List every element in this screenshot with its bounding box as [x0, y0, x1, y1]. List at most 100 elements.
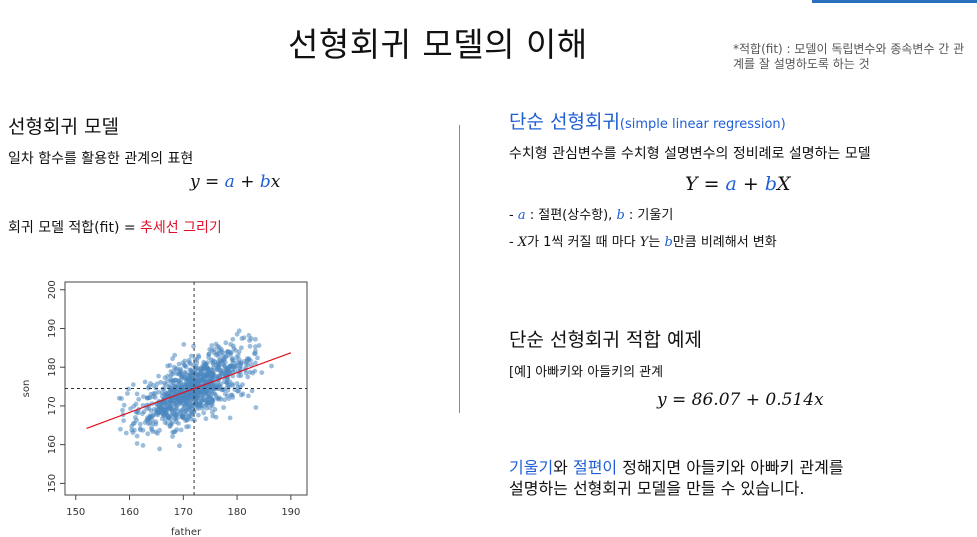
data-point [231, 346, 237, 351]
data-point [182, 392, 188, 398]
fit-footnote: *적합(fit) : 모델이 독립변수와 종속변수 간 관계를 잘 설명하도록 … [733, 42, 965, 71]
data-point [170, 371, 176, 377]
data-point [170, 434, 176, 439]
eq-Y: Y [685, 173, 698, 195]
example-equation: y = 86.07 + 0.514x [657, 390, 824, 410]
data-point [120, 407, 125, 413]
data-point [206, 352, 212, 357]
bullet-mid: : 절편(상수항), [525, 208, 617, 223]
data-point [140, 411, 145, 417]
data-point [123, 430, 129, 436]
data-point [228, 342, 234, 347]
bullet-b: b [616, 208, 625, 223]
data-point [191, 362, 196, 368]
data-point [238, 373, 244, 379]
scatter-plot: 150 160 170 180 190 150 160 170 180 190 200 son fath… [21, 280, 308, 537]
data-point [193, 401, 199, 406]
data-point [144, 395, 150, 401]
y-tick-label: 170 [47, 396, 58, 415]
data-point [228, 363, 234, 369]
data-point [208, 377, 214, 383]
data-point [149, 427, 155, 432]
data-point [172, 385, 178, 391]
concl-rest: 정해지면 아들키와 아빠키 관계를 [617, 458, 844, 477]
data-point [211, 361, 216, 367]
data-point [167, 424, 173, 429]
data-point [203, 361, 209, 367]
bullet-end: : 기울기 [624, 208, 674, 223]
data-point [205, 371, 211, 377]
eq-y: y [190, 172, 200, 192]
plot-layer: 150 160 170 180 190 150 160 170 180 190 200 son fath… [21, 280, 308, 537]
data-point [225, 388, 231, 393]
data-point [145, 431, 151, 437]
x-tick-label: 180 [228, 507, 247, 518]
data-point [209, 397, 215, 403]
data-point [156, 373, 162, 379]
data-point [222, 397, 228, 403]
bullet-proportional: - X가 1씩 커질 때 마다 Y는 b만큼 비례해서 변화 [509, 231, 777, 250]
data-point [230, 336, 236, 342]
data-point [236, 388, 242, 394]
data-point [194, 391, 200, 396]
page-title: 선형회귀 모델의 이해 [288, 25, 588, 64]
data-point [191, 407, 196, 412]
concl-line2: 설명하는 선형회귀 모델을 만들 수 있습니다. [509, 479, 805, 498]
data-point [173, 377, 179, 383]
data-point [170, 356, 176, 362]
data-point [152, 391, 158, 396]
data-point [172, 429, 178, 434]
data-point [153, 419, 159, 425]
example-description: [예] 아빠키와 아들키의 관계 [509, 365, 664, 380]
data-point [181, 342, 187, 347]
x-tick-label: 170 [174, 507, 193, 518]
data-point [249, 388, 255, 394]
data-point [173, 366, 179, 372]
data-point [121, 418, 126, 423]
data-point [205, 366, 211, 372]
concl-and: 와 [553, 458, 573, 477]
data-point [207, 405, 213, 411]
bullet-a: a [517, 208, 526, 223]
data-point [239, 345, 244, 351]
data-point [221, 405, 227, 410]
data-point [142, 379, 148, 385]
data-point [220, 353, 226, 359]
concl-intercept: 절편이 [572, 458, 618, 477]
data-point [225, 348, 231, 354]
data-point [130, 382, 136, 387]
data-point [237, 361, 243, 367]
data-point [177, 443, 182, 449]
right-heading-sub: (simple linear regression) [619, 117, 786, 132]
data-point [248, 336, 254, 341]
data-point [253, 405, 259, 410]
accent-bar [812, 0, 977, 3]
bullet-dash: - [509, 235, 518, 250]
data-point [245, 374, 251, 380]
y-tick-label: 160 [47, 435, 58, 454]
data-point [186, 357, 192, 363]
data-point [166, 404, 172, 410]
bullet-end: 만큼 비례해서 변화 [672, 235, 777, 250]
data-point [126, 386, 131, 392]
data-point [196, 353, 201, 358]
x-axis-label: father [171, 527, 202, 537]
right-heading-main: 단순 선형회귀 [509, 111, 620, 133]
data-point [179, 413, 185, 419]
data-point [129, 423, 135, 429]
bullet-dash: - [509, 208, 518, 223]
data-point [199, 398, 205, 404]
right-equation: Y = a + bX [685, 173, 791, 195]
data-point [224, 371, 230, 377]
conclusion: 기울기와 절편이 정해지면 아들키와 아빠키 관계를 설명하는 선형회귀 모델을… [509, 457, 844, 499]
data-point [220, 350, 226, 355]
data-point [256, 343, 262, 348]
data-point [223, 340, 229, 346]
data-point [137, 421, 143, 427]
data-point [141, 394, 146, 399]
example-heading: 단순 선형회귀 적합 예제 [509, 329, 702, 351]
data-point [176, 361, 182, 367]
y-tick-label: 150 [47, 474, 58, 493]
data-point [140, 443, 146, 448]
y-tick-label: 190 [47, 319, 58, 338]
